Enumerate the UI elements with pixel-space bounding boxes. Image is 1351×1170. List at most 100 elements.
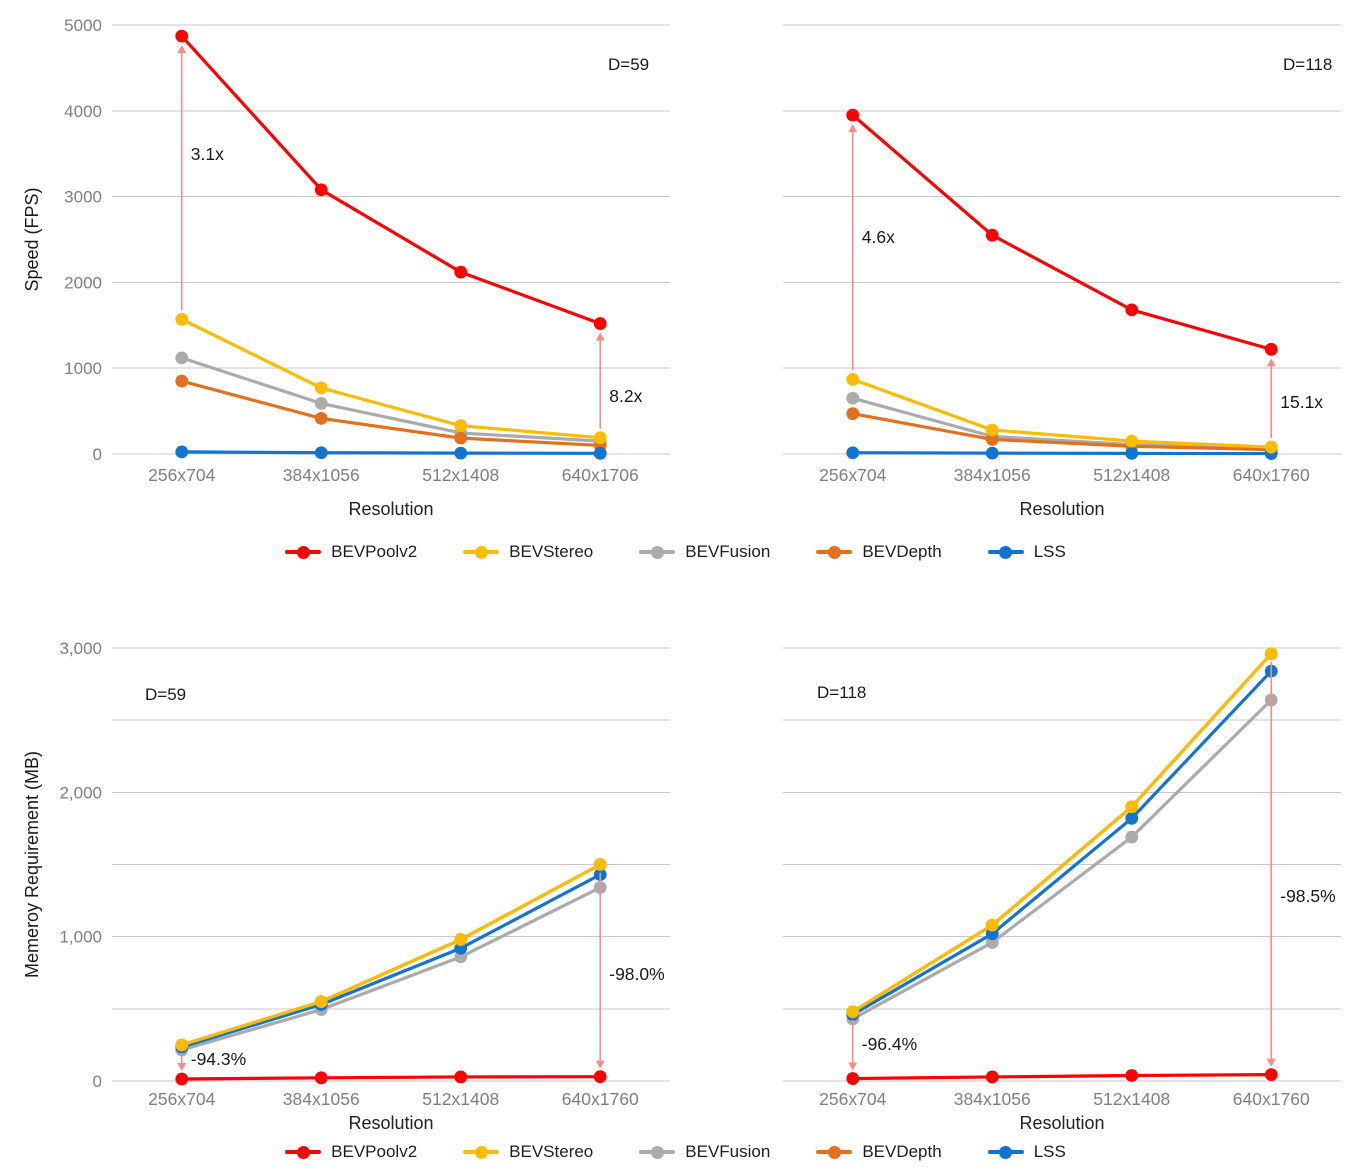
x-tick-label: 640x1760: [1233, 1089, 1310, 1109]
legend-item-BEVPoolv2: BEVPoolv2: [285, 542, 417, 562]
series-line-BEVStereo: [180, 862, 602, 1047]
x-axis-title: Resolution: [1019, 499, 1104, 519]
series-points-BEVStereo: [175, 312, 607, 445]
y-axis-title: Memeroy Requirement (MB): [22, 751, 42, 978]
series-points-BEVStereo: [846, 647, 1278, 1019]
legend-top: BEVPoolv2 BEVStereo BEVFusion BEVDepth LSS: [0, 538, 1351, 566]
legend-label: BEVDepth: [862, 542, 942, 561]
legend-marker-BEVStereo: [463, 545, 500, 559]
annotation-arrow: [1266, 358, 1276, 439]
legend-label: LSS: [1033, 1142, 1066, 1161]
ratio-annotation: -98.0%: [609, 964, 664, 984]
legend-marker-LSS: [987, 1145, 1024, 1159]
legend-label: BEVFusion: [685, 542, 771, 561]
legend-item-BEVStereo: BEVStereo: [463, 542, 593, 562]
x-tick-label: 256x704: [148, 1089, 215, 1109]
x-tick-label: 256x704: [148, 465, 215, 485]
legend-marker-BEVStereo: [463, 1145, 500, 1159]
series-points-BEVStereo: [175, 858, 607, 1052]
series-line-BEVStereo: [851, 652, 1273, 1014]
series-line-BEVStereo: [180, 317, 602, 440]
legend-item-BEVDepth: BEVDepth: [816, 542, 942, 562]
y-tick-label: 3,000: [59, 639, 102, 658]
series-line-BEVPoolv2: [180, 34, 602, 326]
depth-bins-label: D=118: [1283, 55, 1332, 74]
gridlines: [112, 647, 670, 1082]
legend-label: BEVPoolv2: [331, 1142, 418, 1161]
legend-label: BEVFusion: [685, 1142, 771, 1161]
y-tick-label: 0: [93, 1072, 102, 1091]
legend-label: BEVPoolv2: [331, 542, 418, 561]
series-line-BEVFusion: [180, 356, 602, 443]
x-tick-label: 512x1408: [1093, 465, 1170, 485]
series-points-BEVPoolv2: [175, 1070, 607, 1086]
series-line-BEVDepth: [851, 412, 1273, 452]
annotation-arrow: [177, 1052, 187, 1071]
y-tick-label: 5000: [64, 16, 102, 35]
legend-label: BEVStereo: [509, 542, 594, 561]
series-points-BEVDepth: [175, 858, 607, 1052]
y-tick-label: 4000: [64, 102, 102, 121]
chart-canvas-speed-d59: 5000 4000 3000 2000 1000 0 256x704 384x1056 512x…: [22, 16, 670, 519]
y-tick-label: 3000: [64, 188, 102, 207]
x-tick-label: 384x1056: [954, 465, 1031, 485]
legend-label: BEVDepth: [862, 1142, 942, 1161]
x-tick-label: 384x1056: [283, 465, 360, 485]
series-line-LSS: [180, 450, 602, 455]
y-tick-label: 2000: [64, 273, 102, 292]
legend-marker-BEVFusion: [639, 545, 676, 559]
legend-bottom: BEVPoolv2 BEVStereo BEVFusion BEVDepth LSS: [0, 1138, 1351, 1166]
legend-item-BEVDepth: BEVDepth: [816, 1142, 942, 1162]
legend-marker-BEVDepth: [816, 1145, 853, 1159]
y-tick-label: 2,000: [59, 783, 102, 802]
ratio-annotation: -98.5%: [1280, 886, 1335, 906]
legend-item-LSS: LSS: [987, 542, 1066, 562]
series-line-BEVStereo: [851, 377, 1273, 449]
legend-item-LSS: LSS: [987, 1142, 1066, 1162]
series-line-LSS: [851, 669, 1273, 1017]
x-tick-label: 256x704: [819, 1089, 886, 1109]
x-tick-label: 384x1056: [954, 1089, 1031, 1109]
series-points-LSS: [175, 445, 607, 460]
x-axis-title: Resolution: [348, 499, 433, 519]
series-line-BEVPoolv2: [180, 1075, 602, 1081]
ratio-annotation: 15.1x: [1280, 392, 1323, 412]
ratio-annotation: -94.3%: [191, 1049, 246, 1069]
annotation-arrow: [1266, 661, 1276, 1067]
series-points-BEVPoolv2: [846, 1068, 1278, 1085]
series-points-BEVPoolv2: [175, 29, 607, 330]
series-line-BEVPoolv2: [851, 113, 1273, 351]
series-points-BEVStereo: [846, 372, 1278, 454]
gridlines: [112, 24, 670, 455]
annotation-arrow: [848, 1019, 858, 1071]
ratio-annotation: 8.2x: [609, 386, 642, 406]
chart-canvas-memory-d118: 256x704 384x1056 512x1408 640x1760 Resolutio…: [783, 647, 1341, 1133]
y-tick-label: 1,000: [59, 928, 102, 947]
legend-marker-BEVFusion: [639, 1145, 676, 1159]
depth-bins-label: D=59: [608, 55, 649, 74]
legend-item-BEVStereo: BEVStereo: [463, 1142, 593, 1162]
legend-item-BEVFusion: BEVFusion: [639, 1142, 770, 1162]
x-axis-title: Resolution: [1019, 1113, 1104, 1133]
legend-marker-BEVDepth: [816, 545, 853, 559]
series-line-LSS: [851, 451, 1273, 456]
x-tick-label: 384x1056: [283, 1089, 360, 1109]
series-line-BEVPoolv2: [851, 1073, 1273, 1081]
annotation-arrow: [595, 872, 605, 1069]
legend-marker-BEVPoolv2: [285, 545, 322, 559]
x-axis-title: Resolution: [348, 1113, 433, 1133]
depth-bins-label: D=118: [817, 683, 866, 702]
annotation-arrow: [177, 45, 187, 311]
series-line-BEVDepth: [180, 862, 602, 1047]
chart-canvas-speed-d118: 256x704 384x1056 512x1408 640x1760 Resolutio…: [783, 24, 1341, 519]
series-line-BEVFusion: [180, 885, 602, 1052]
ratio-annotation: -96.4%: [862, 1034, 917, 1054]
depth-bins-label: D=59: [145, 685, 186, 704]
ratio-annotation: 3.1x: [191, 144, 224, 164]
x-tick-label: 640x1706: [562, 465, 639, 485]
legend-item-BEVFusion: BEVFusion: [639, 542, 770, 562]
series-points-BEVDepth: [175, 374, 607, 452]
x-tick-label: 512x1408: [422, 1089, 499, 1109]
x-tick-label: 256x704: [819, 465, 886, 485]
